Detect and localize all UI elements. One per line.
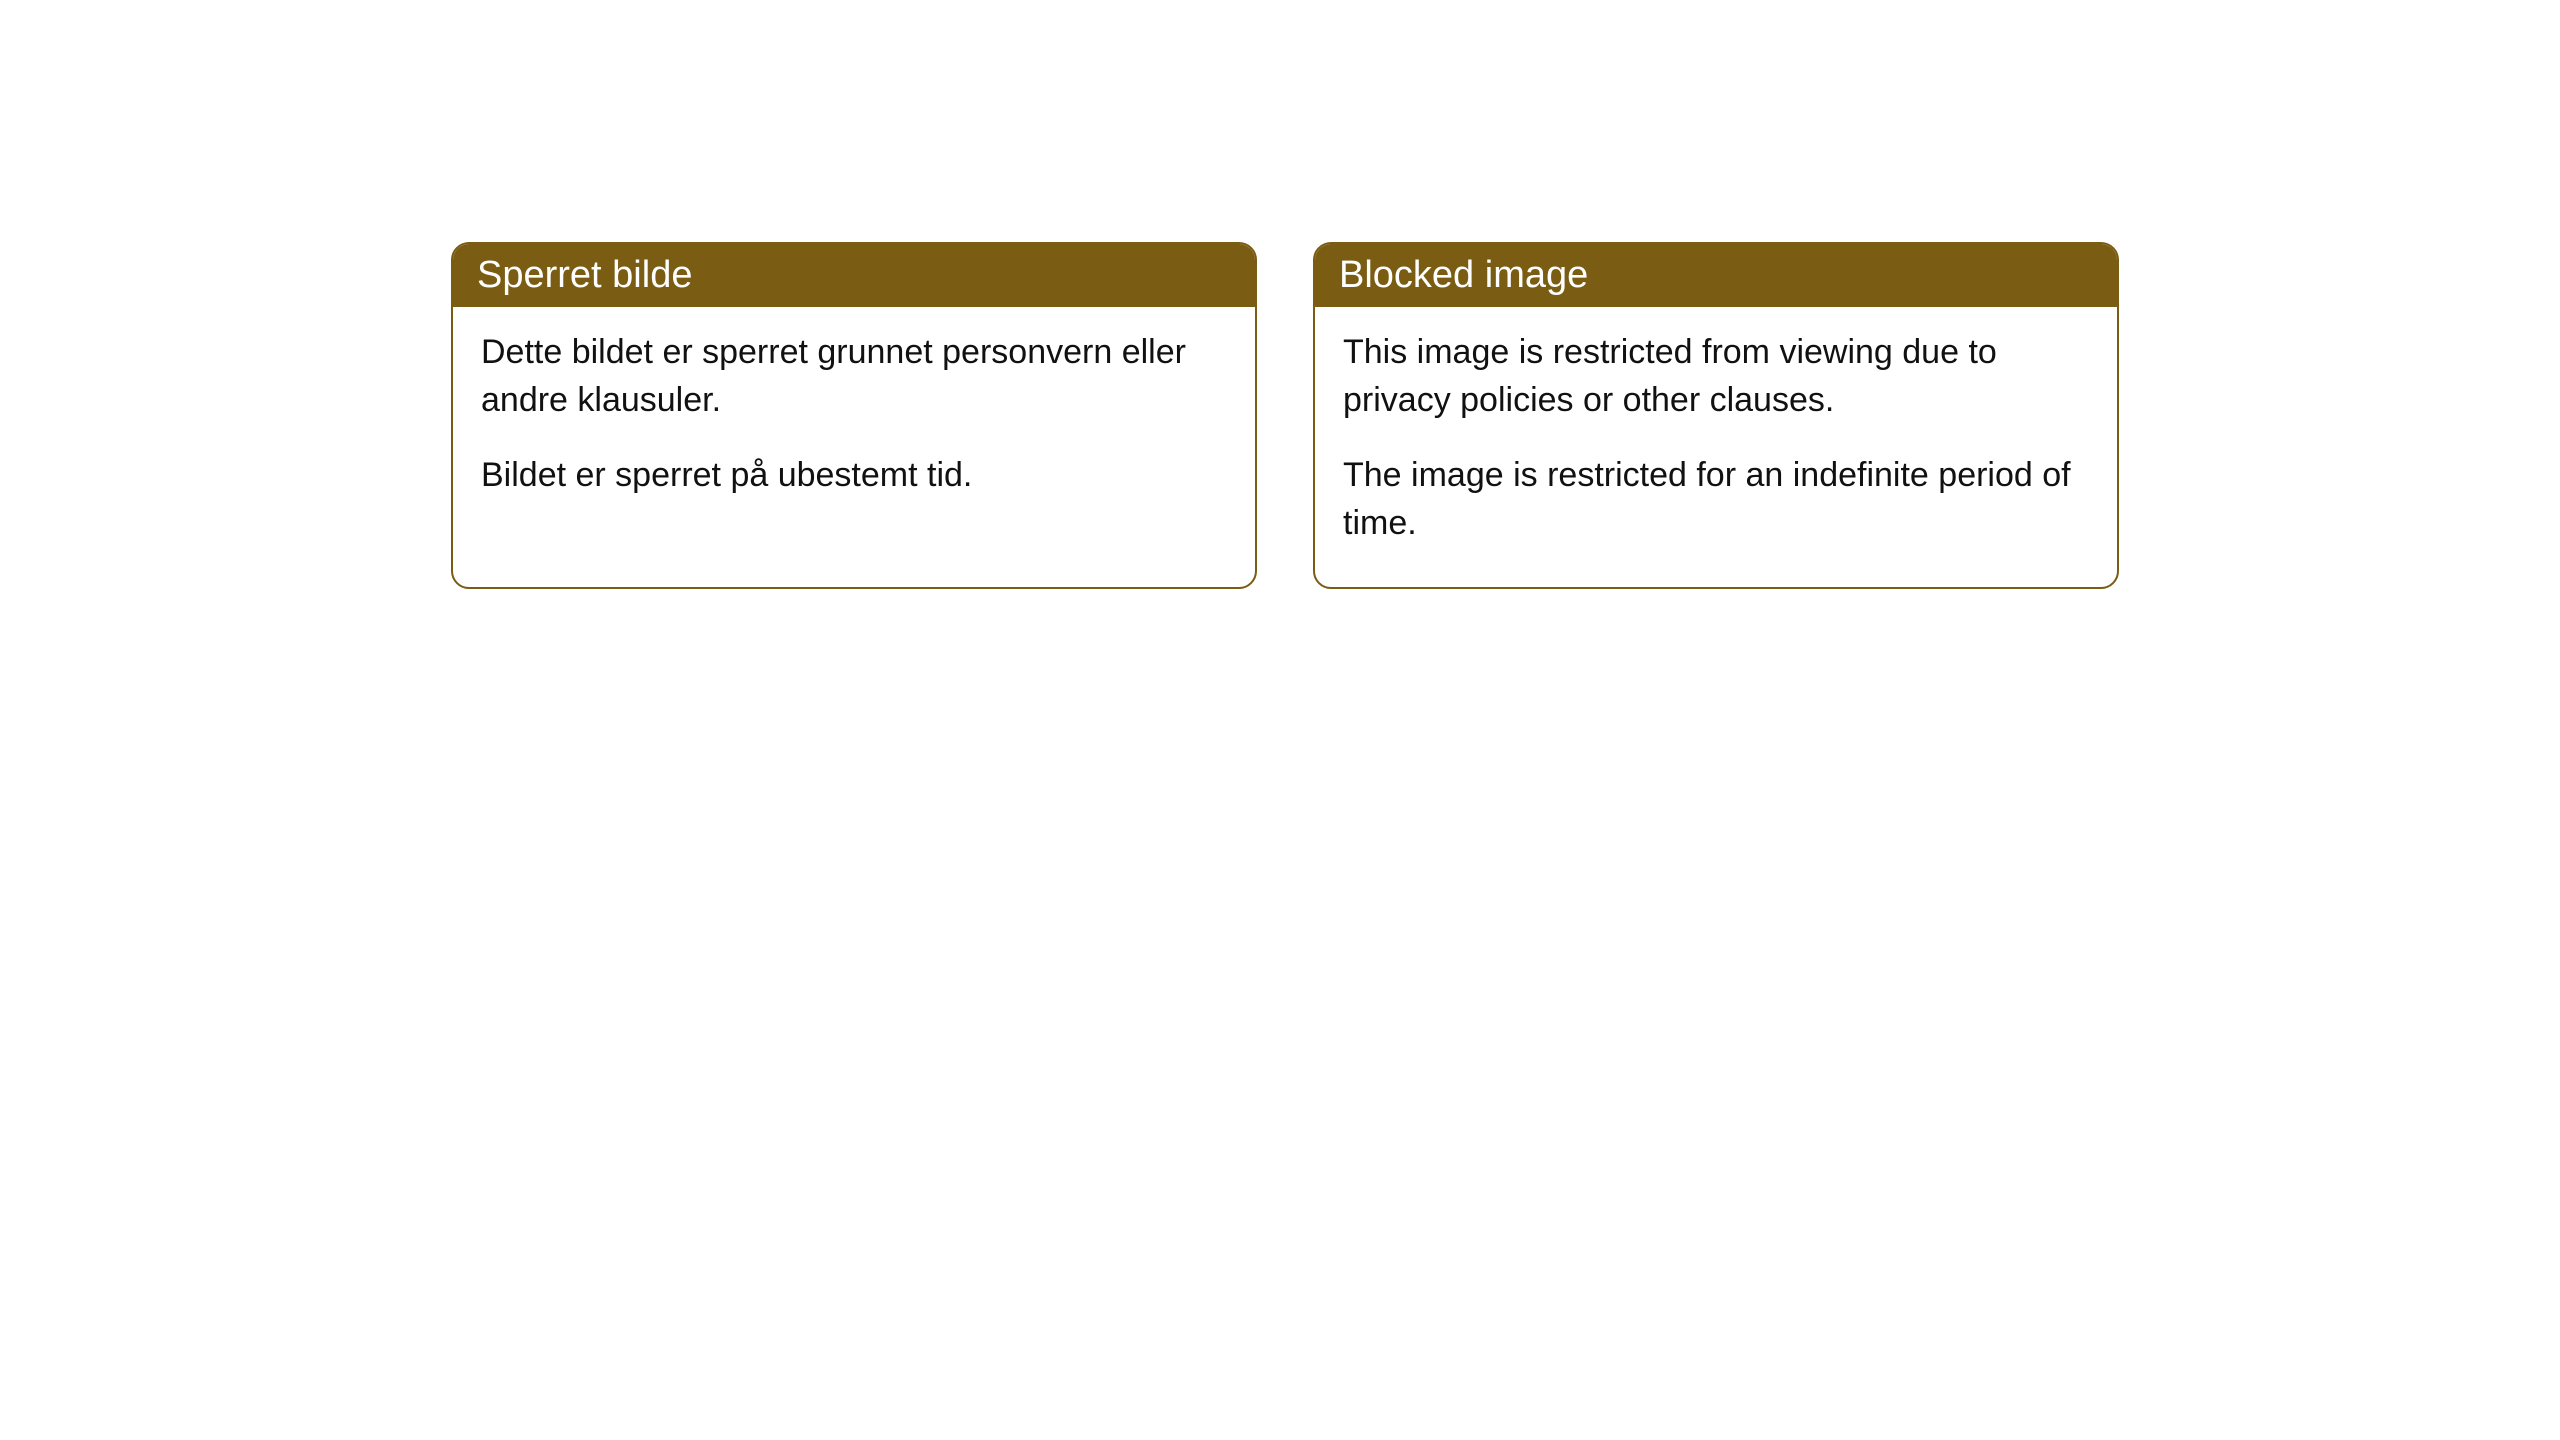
notice-card-norwegian: Sperret bilde Dette bildet er sperret gr… [451, 242, 1257, 589]
card-paragraph: Bildet er sperret på ubestemt tid. [481, 452, 1227, 500]
card-body: Dette bildet er sperret grunnet personve… [453, 307, 1255, 540]
card-header: Blocked image [1315, 244, 2117, 307]
card-title: Blocked image [1339, 254, 1588, 296]
card-paragraph: This image is restricted from viewing du… [1343, 329, 2089, 424]
card-body: This image is restricted from viewing du… [1315, 307, 2117, 587]
notice-container: Sperret bilde Dette bildet er sperret gr… [0, 0, 2560, 589]
card-title: Sperret bilde [477, 254, 692, 296]
card-header: Sperret bilde [453, 244, 1255, 307]
card-paragraph: The image is restricted for an indefinit… [1343, 452, 2089, 547]
card-paragraph: Dette bildet er sperret grunnet personve… [481, 329, 1227, 424]
notice-card-english: Blocked image This image is restricted f… [1313, 242, 2119, 589]
